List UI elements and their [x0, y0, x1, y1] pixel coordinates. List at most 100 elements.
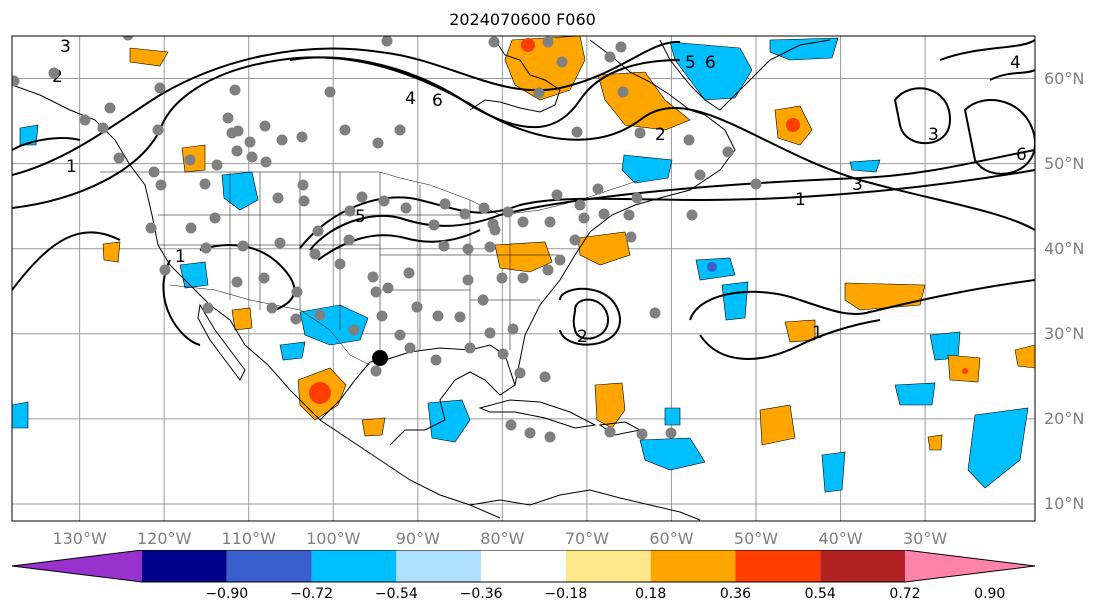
strong-positive-anomaly [521, 38, 535, 52]
observation-dot [200, 242, 212, 254]
colorbar-segment [735, 550, 821, 582]
contour-label: 5 [685, 53, 696, 73]
contour-label: 1 [812, 323, 823, 343]
colorbar-tick-label: 0.54 [804, 586, 836, 602]
lon-tick-label: 30°W [902, 529, 948, 548]
observation-dot [551, 189, 563, 201]
lon-tick-label: 40°W [818, 529, 863, 548]
observation-dot [665, 427, 677, 439]
observation-dot [185, 222, 197, 234]
coastline-hudson-bay [469, 39, 561, 113]
observation-dot [617, 86, 629, 98]
observation-dot [232, 125, 244, 137]
negative-anomaly-blob [639, 437, 706, 471]
observation-dot [544, 431, 556, 443]
positive-anomaly-blob [102, 241, 121, 263]
observation-dot [199, 178, 211, 190]
negative-anomaly-blob [894, 382, 936, 406]
observation-dot [209, 212, 221, 224]
positive-anomaly-blob [784, 319, 816, 343]
observation-dot [394, 329, 406, 341]
colorbar-segment [142, 550, 227, 582]
chart-title: 2024070600 F060 [449, 10, 596, 29]
observation-dot [104, 102, 116, 114]
lon-tick-label: 60°W [649, 529, 694, 548]
observation-dot [222, 112, 234, 124]
observation-dot [464, 342, 476, 354]
colorbar-tick-label: −0.36 [459, 586, 503, 602]
coastline-baja [197, 303, 246, 381]
positive-anomaly-blob [361, 417, 386, 437]
observation-dot [202, 302, 214, 314]
observation-dot [505, 419, 517, 431]
contour-label: 6 [432, 91, 443, 111]
contour-line [939, 39, 1035, 61]
positive-anomaly-blob [129, 47, 169, 67]
observation-dots [12, 36, 762, 443]
colorbar-tick-label: 0.36 [719, 586, 752, 602]
negative-anomaly-blob [279, 341, 306, 361]
observation-dot [489, 224, 501, 236]
observation-dot [604, 426, 616, 438]
observation-dot [376, 310, 388, 322]
negative-anomaly-blob [721, 281, 749, 321]
coastline-south-america [469, 489, 701, 521]
negative-anomaly-blob [769, 37, 839, 61]
observation-dot [266, 302, 278, 314]
observation-dot [296, 131, 308, 143]
observation-dot [592, 183, 604, 195]
map-panel: 1 1 1 1 2 2 2 3 3 3 4 4 5 5 6 6 6 [11, 35, 1036, 522]
contour-line [963, 99, 1035, 175]
colorbar-segment [311, 550, 397, 582]
map-frame [11, 35, 1036, 522]
observation-dot [430, 354, 442, 366]
lon-tick-label: 70°W [564, 529, 609, 548]
highlighted-station [372, 350, 388, 366]
observation-dot [276, 134, 288, 146]
strong-positive-anomaly [309, 382, 331, 404]
positive-anomaly-blob [759, 404, 796, 446]
colorbar-segment [481, 550, 566, 582]
observation-dot [159, 264, 171, 276]
observation-dot [542, 36, 554, 48]
colorbar-tick-label: 0.90 [974, 586, 1006, 602]
observation-dot [334, 258, 346, 270]
contour-line [289, 56, 681, 129]
lon-tick-label: 90°W [395, 529, 440, 548]
observation-dot [484, 241, 496, 253]
negative-anomaly-blob [664, 407, 681, 426]
lat-tick-label: 50°N [1044, 153, 1085, 173]
observation-dot [571, 126, 583, 138]
observation-dot [378, 195, 390, 207]
observation-dot [237, 240, 249, 252]
observation-dot [148, 166, 160, 178]
observation-dot [514, 367, 526, 379]
colorbar-tick-label: −0.18 [544, 586, 588, 602]
contour-label: 3 [60, 37, 71, 57]
observation-dot [462, 274, 474, 286]
lat-tick-label: 10°N [1044, 493, 1085, 513]
observation-dot [623, 209, 635, 221]
negative-anomaly-blob [19, 124, 39, 146]
observation-dot [155, 179, 167, 191]
contour-line [699, 319, 881, 360]
lon-tick-label: 50°W [733, 529, 779, 548]
contour-label: 4 [1010, 53, 1021, 73]
contour-label: 1 [175, 247, 186, 267]
observation-dot [636, 428, 648, 440]
colorbar-tick-label: −0.90 [205, 586, 249, 602]
negative-anomaly-blob [849, 159, 881, 173]
observation-dot [122, 36, 134, 41]
contour-line [559, 287, 622, 346]
observation-dot [258, 272, 270, 284]
strong-positive-anomaly [786, 118, 800, 132]
observation-dot [578, 212, 590, 224]
observation-dot [297, 179, 309, 191]
observation-dot [517, 272, 529, 284]
lon-tick-label: 100°W [306, 529, 361, 548]
coastline-east-north-america [514, 39, 736, 386]
lon-tick-label: 80°W [480, 529, 525, 548]
colorbar [11, 550, 1036, 583]
lon-tick-label: 120°W [136, 529, 192, 548]
negative-anomaly-blob [221, 171, 259, 211]
